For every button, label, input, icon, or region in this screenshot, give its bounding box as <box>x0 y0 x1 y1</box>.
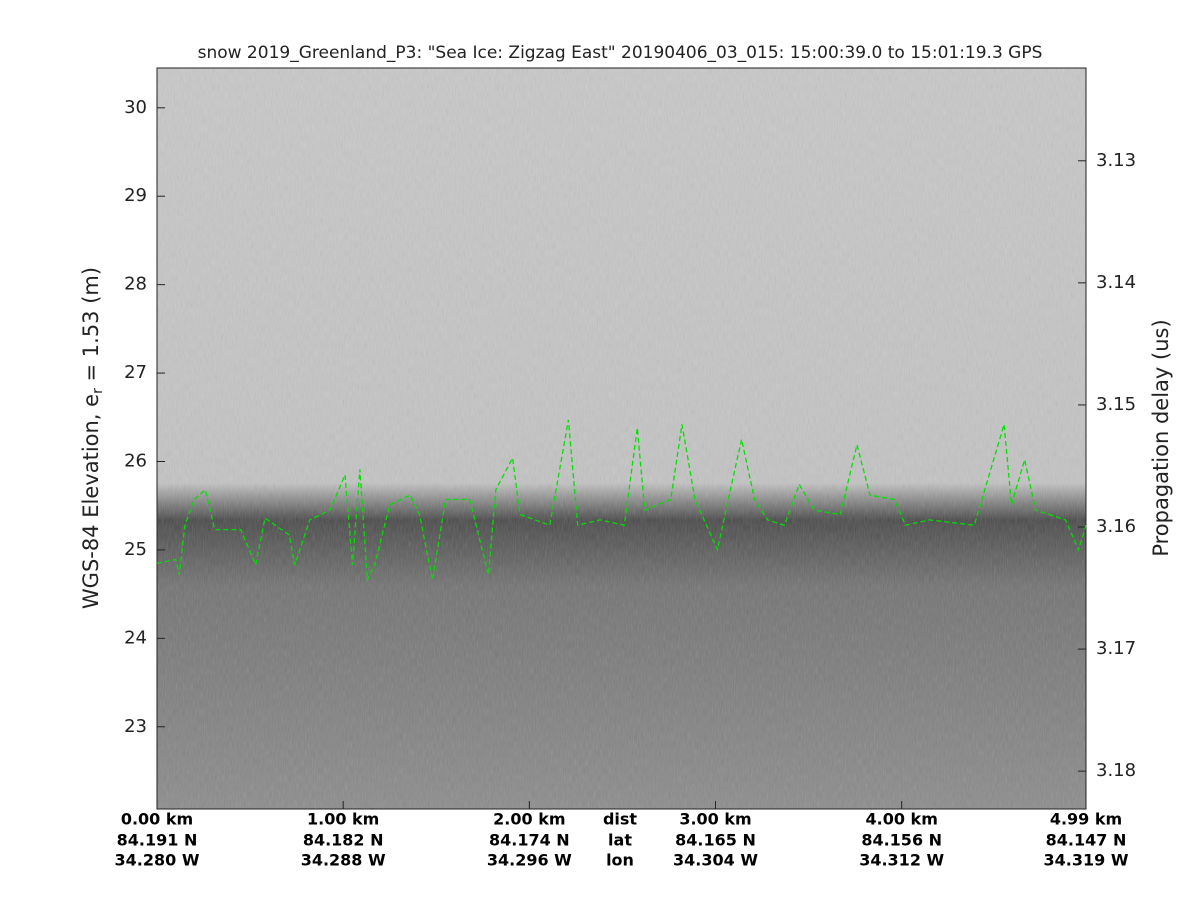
surface-line <box>156 419 1087 583</box>
y2-axis-label: Propagation delay (us) <box>1149 319 1173 556</box>
chart-title: snow 2019_Greenland_P3: "Sea Ice: Zigzag… <box>198 43 1043 63</box>
x-tick-label: 1.00 km <box>307 810 379 829</box>
x-lat-label: 84.182 N <box>303 831 384 850</box>
x-lon-label: 34.312 W <box>859 851 944 870</box>
x-lat-label: 84.174 N <box>489 831 570 850</box>
y-tick-label: 28 <box>124 274 147 295</box>
x-tick-label: 4.00 km <box>866 810 938 829</box>
x-row-label: lat <box>608 831 632 850</box>
x-row-label: lon <box>606 851 634 870</box>
plot-frame <box>156 67 1087 810</box>
y2-tick-label: 3.18 <box>1096 760 1136 781</box>
x-lat-label: 84.147 N <box>1046 831 1127 850</box>
x-tick-label: 3.00 km <box>679 810 751 829</box>
y-axis-label: WGS-84 Elevation, er = 1.53 (m) <box>79 267 106 609</box>
y2-tick-label: 3.16 <box>1096 516 1136 537</box>
x-lon-label: 34.280 W <box>115 851 200 870</box>
y-tick-label: 26 <box>124 450 147 471</box>
y-label-suffix: = 1.53 (m) <box>79 267 103 388</box>
x-lon-label: 34.296 W <box>487 851 572 870</box>
x-tick-label: 4.99 km <box>1050 810 1122 829</box>
y2-tick-label: 3.15 <box>1096 394 1136 415</box>
y2-tick-label: 3.13 <box>1096 150 1136 171</box>
y-tick-label: 27 <box>124 362 147 383</box>
y-label-subscript: r <box>90 388 106 394</box>
x-lat-label: 84.191 N <box>117 831 198 850</box>
x-lon-label: 34.319 W <box>1044 851 1129 870</box>
x-tick-label: 0.00 km <box>121 810 193 829</box>
x-lon-label: 34.288 W <box>301 851 386 870</box>
x-row-label: dist <box>603 810 637 829</box>
y-tick-label: 24 <box>124 627 147 648</box>
y-tick-label: 29 <box>124 185 147 206</box>
y-label-text: WGS-84 Elevation, e <box>79 394 103 609</box>
x-tick-label: 2.00 km <box>493 810 565 829</box>
y2-tick-label: 3.14 <box>1096 272 1136 293</box>
x-lon-label: 34.304 W <box>673 851 758 870</box>
y-tick-label: 30 <box>124 97 147 118</box>
y-tick-label: 25 <box>124 539 147 560</box>
x-lat-label: 84.165 N <box>675 831 756 850</box>
y-tick-label: 23 <box>124 716 147 737</box>
x-lat-label: 84.156 N <box>861 831 942 850</box>
echogram-texture <box>157 68 1086 809</box>
y2-tick-label: 3.17 <box>1096 638 1136 659</box>
